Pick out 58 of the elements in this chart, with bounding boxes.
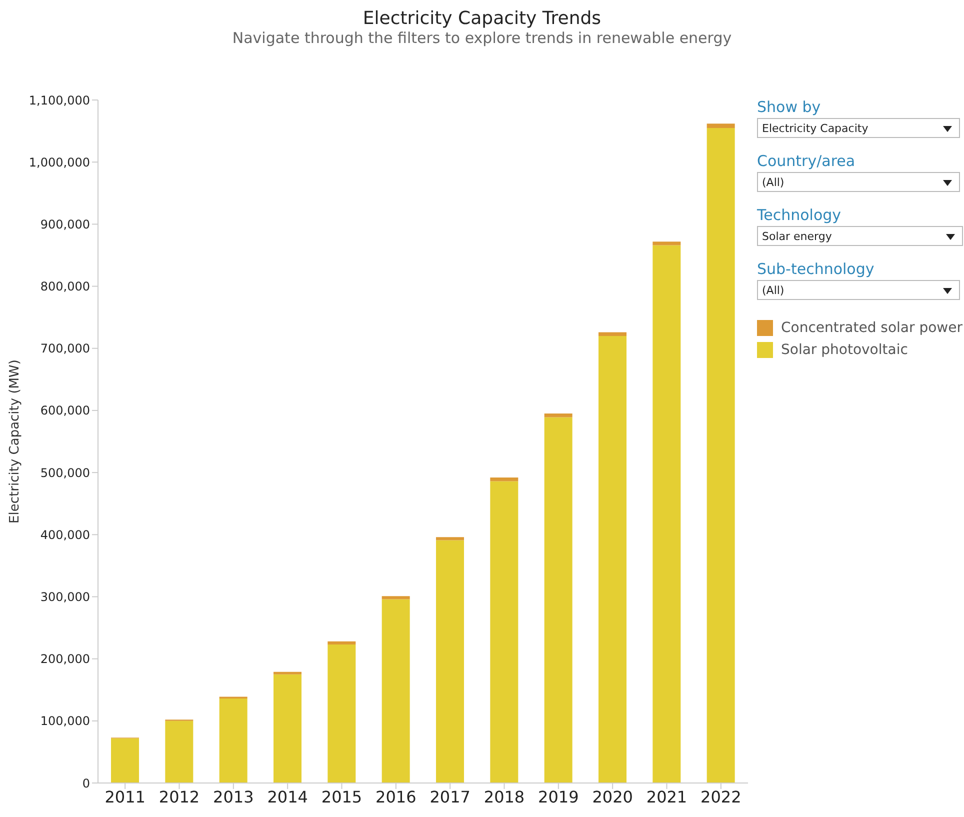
bar	[165, 720, 194, 783]
bar	[706, 124, 735, 128]
bar	[544, 417, 572, 783]
bar	[382, 599, 410, 783]
x-tick-label: 2019	[538, 787, 579, 806]
legend-label: Concentrated solar power	[780, 320, 964, 336]
bar	[382, 596, 410, 600]
chart-title: Electricity Capacity Trends	[362, 8, 602, 29]
bar	[490, 481, 518, 783]
text: Technology	[757, 206, 842, 224]
text: Show by	[757, 98, 822, 116]
bar	[219, 698, 248, 783]
x-tick-label: 2017	[430, 787, 470, 806]
x-tick-label: 2012	[158, 787, 200, 806]
y-tick-label: 0	[82, 776, 90, 790]
x-tick-label: 2016	[376, 787, 416, 806]
chart-subtitle: Navigate through the filters to explore trends in renewable energy	[231, 29, 733, 47]
bar	[598, 336, 626, 783]
bar	[490, 478, 518, 482]
x-tick-label: 2020	[592, 787, 633, 806]
y-axis-title: Electricity Capacity (MW)	[8, 360, 23, 524]
bar	[328, 644, 356, 783]
text: (All)	[757, 172, 960, 192]
y-tick-label: 700,000	[40, 342, 90, 356]
x-tick-label: 2021	[646, 787, 688, 806]
y-tick-label: 1,100,000	[28, 93, 90, 108]
text: Country/area	[757, 152, 856, 170]
text: Solar energy	[757, 226, 963, 246]
bar	[436, 540, 464, 783]
bar	[328, 641, 356, 645]
text: Sub-technology	[757, 260, 876, 278]
text: Electricity Capacity	[757, 118, 960, 138]
bar	[652, 245, 681, 783]
y-tick-label: 800,000	[40, 280, 90, 294]
bar	[544, 414, 572, 418]
bar	[598, 332, 626, 336]
x-tick-label: 2018	[484, 787, 525, 806]
bar	[706, 128, 735, 783]
legend-label: Solar photovoltaic	[780, 342, 909, 358]
y-tick-label: 900,000	[40, 217, 90, 232]
bar	[436, 537, 464, 540]
bar	[111, 738, 139, 783]
x-tick-label: 2013	[213, 787, 254, 806]
y-tick-label: 1,000,000	[28, 155, 90, 170]
bar	[652, 242, 681, 246]
y-tick-label: 200,000	[40, 652, 90, 666]
bar	[274, 674, 302, 783]
text: (All)	[757, 280, 960, 300]
y-tick-label: 300,000	[40, 590, 90, 604]
x-tick-label: 2015	[321, 787, 362, 806]
x-tick-label: 2014	[267, 787, 308, 806]
x-tick-label: 2011	[104, 787, 146, 806]
y-tick-label: 500,000	[40, 466, 90, 480]
x-tick-label: 2022	[700, 787, 742, 806]
bar	[274, 672, 302, 674]
y-tick-label: 400,000	[40, 528, 90, 542]
y-tick-label: 600,000	[40, 404, 90, 418]
y-tick-label: 100,000	[40, 714, 90, 728]
